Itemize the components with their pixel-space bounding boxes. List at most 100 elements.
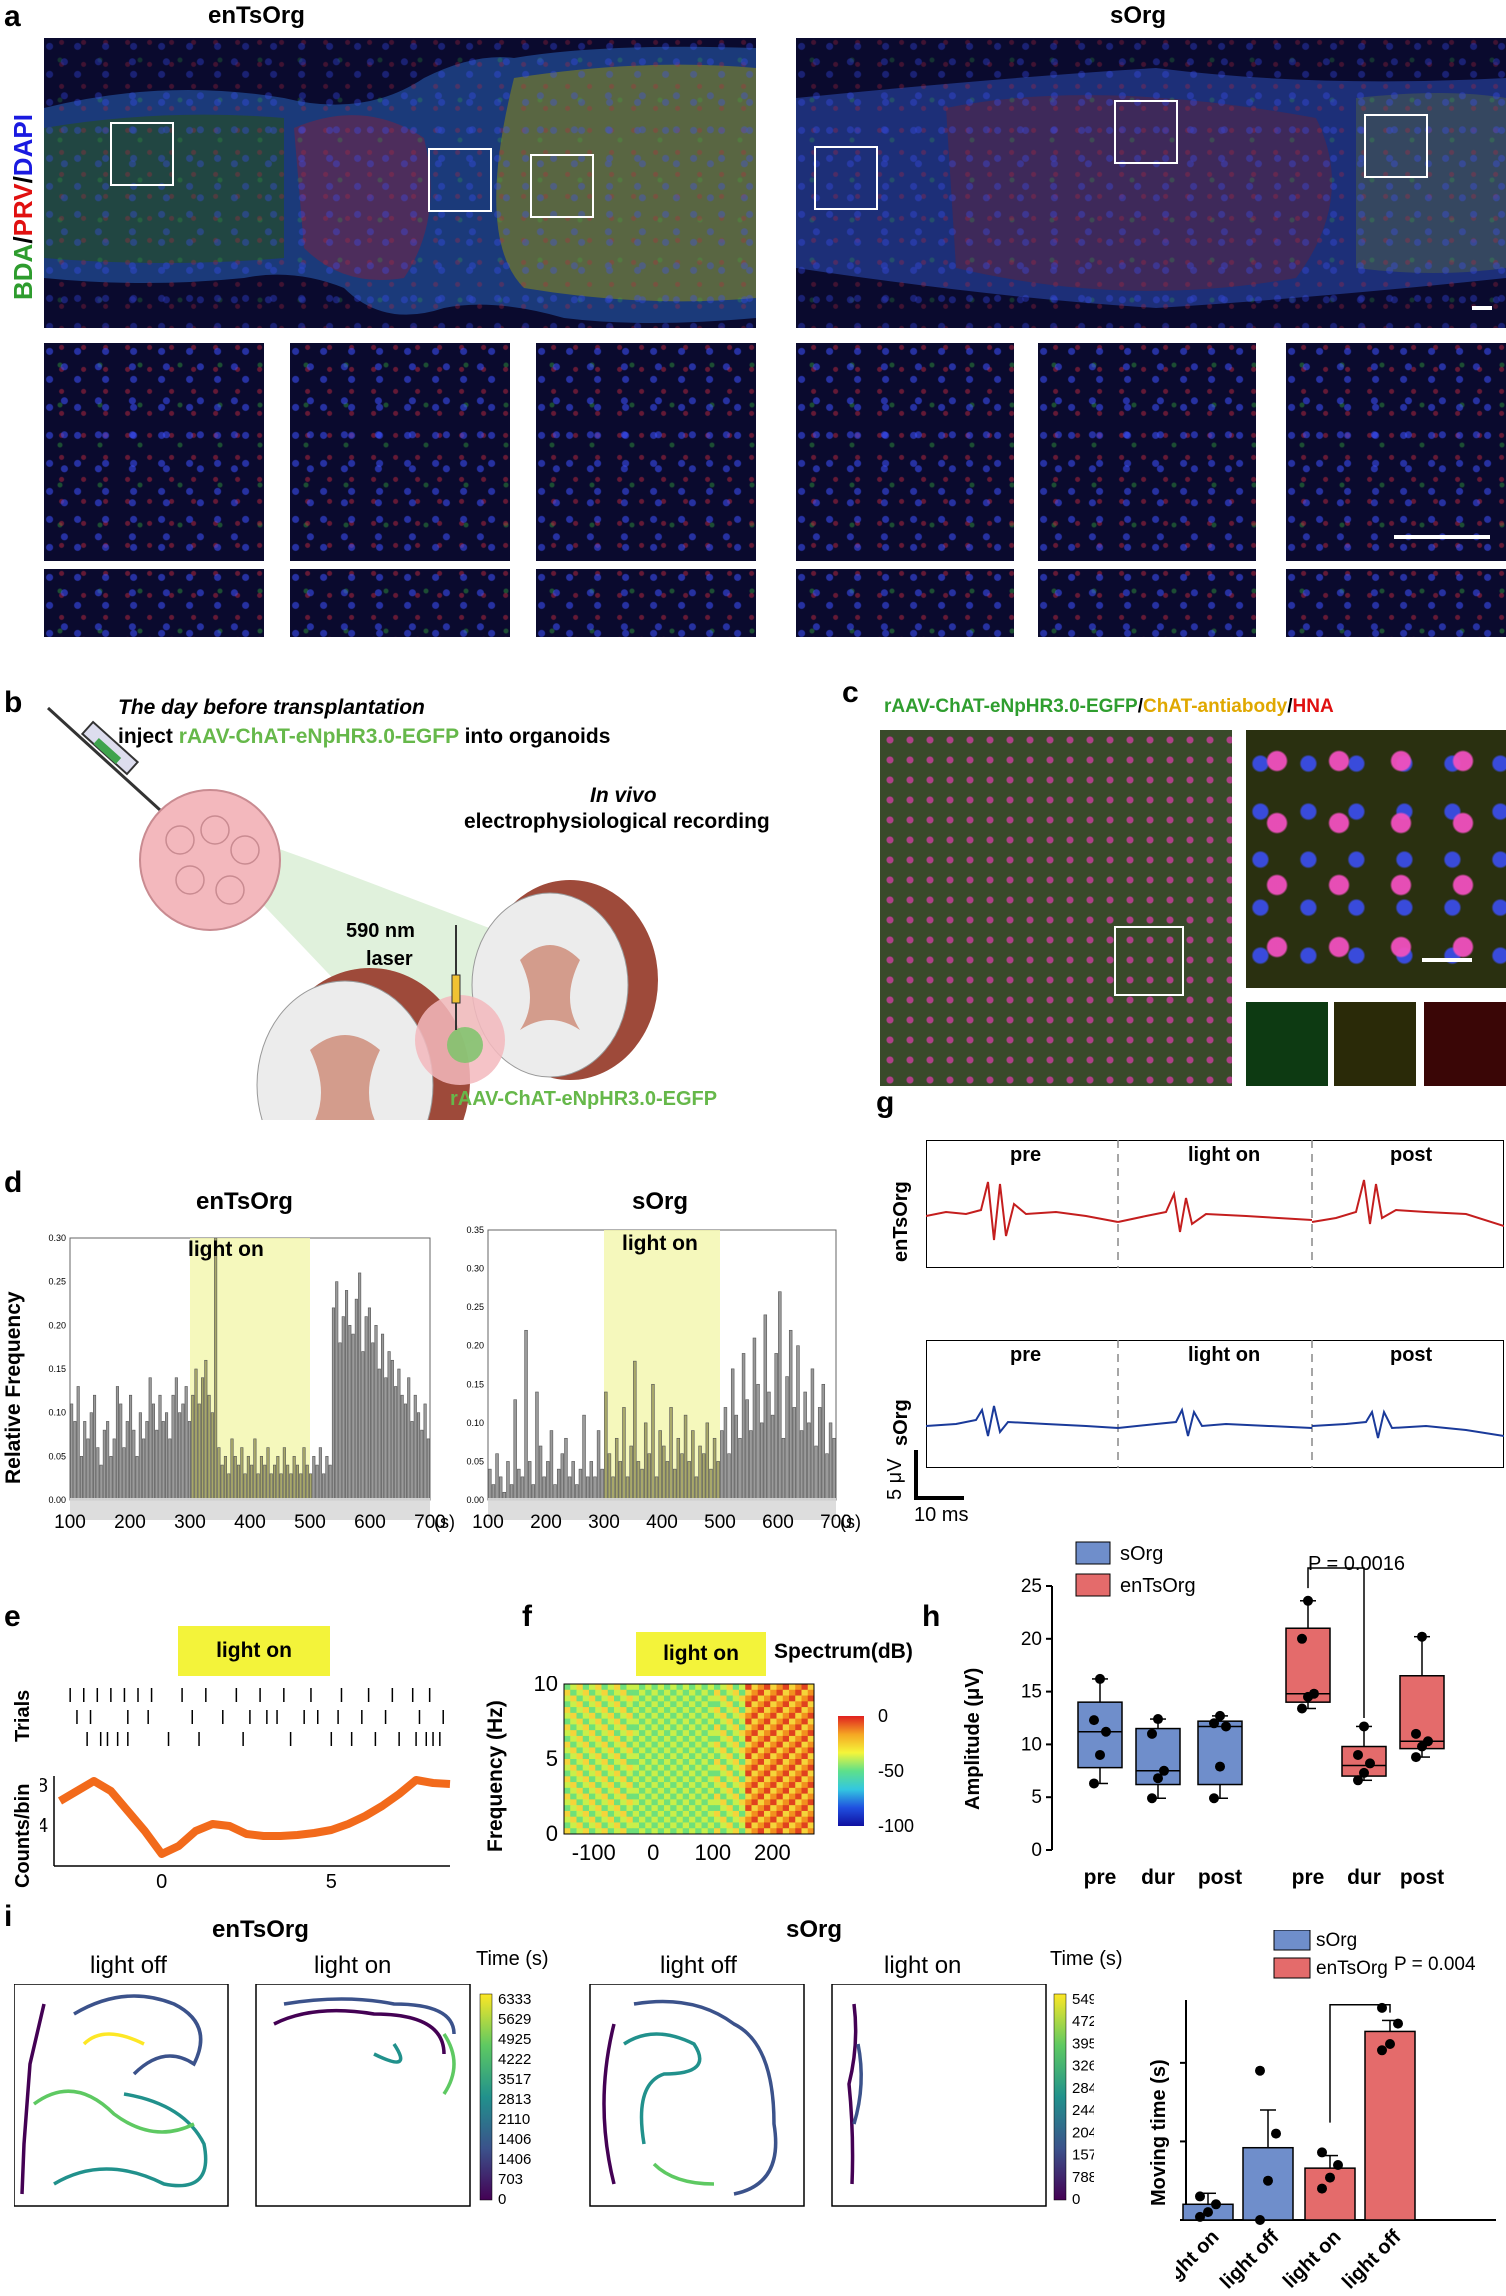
heat-cell [657,1776,665,1783]
heat-cell [795,1730,802,1737]
heat-cell [670,1776,677,1783]
stain-2: ChAT-antiabody [1143,696,1288,717]
heat-cell [595,1782,602,1789]
trajectory [53,2092,208,2188]
heat-cell [695,1724,702,1731]
heat-cell [614,1747,621,1754]
histogram-bar [488,1468,492,1501]
heat-cell [582,1718,590,1725]
heat-cell [657,1828,665,1835]
heat-cell [714,1776,721,1783]
scale-bar [1422,958,1472,962]
heat-cell [745,1828,752,1835]
heat-cell [757,1730,765,1737]
y-tick-label: 5 [546,1746,558,1771]
light-off-label: light off [660,1952,737,1979]
histogram-bar [745,1399,749,1501]
histogram-bar [633,1360,637,1501]
heat-cell [739,1707,746,1714]
histogram-bar [767,1391,771,1501]
heat-cell [570,1753,577,1760]
heat-cell [564,1684,571,1691]
histogram-bar [491,1484,496,1501]
heat-cell [770,1753,777,1760]
heat-cell [732,1747,740,1754]
heat-cell [682,1707,690,1714]
legend-label: enTsOrg [1120,1575,1196,1597]
heat-cell [639,1799,646,1806]
track-plots: 6333562949254222351728132110140614067030… [14,1984,1094,2208]
heat-cell [682,1695,690,1702]
heat-cell [801,1724,809,1731]
heat-cell [707,1684,715,1691]
heat-cell [595,1707,602,1714]
heat-cell [676,1741,684,1748]
heat-cell [732,1741,740,1748]
panel-d-title-entsorg: enTsOrg [196,1188,293,1215]
roi-box [110,122,174,186]
heat-cell [695,1782,702,1789]
x-tick-label: pre [1292,1866,1325,1889]
heat-cell [564,1793,571,1800]
data-point [1271,2128,1281,2139]
heat-cell [582,1810,590,1818]
heat-cell [739,1695,746,1702]
heat-cell [651,1695,659,1702]
heat-cell [726,1718,734,1725]
histogram-bar [194,1368,198,1501]
heat-cell [582,1730,590,1737]
y-tick-label: 0.10 [48,1408,66,1418]
panel-e-label: e [4,1600,21,1633]
heat-cell [801,1741,809,1748]
heat-cell [595,1822,602,1829]
scale-bar [1472,306,1492,310]
heat-cell [664,1741,671,1748]
heat-cell [695,1810,702,1818]
heat-cell [751,1735,759,1743]
data-point [1309,1688,1319,1699]
heat-cell [614,1770,621,1777]
heat-cell [639,1782,646,1789]
heat-cell [657,1701,665,1708]
heat-cell [782,1747,790,1754]
heat-cell [564,1787,571,1795]
heat-cell [701,1718,709,1725]
heat-cell [582,1793,590,1800]
heat-cell [745,1759,752,1766]
histogram-bar [752,1337,757,1501]
heat-cell [770,1787,777,1795]
heat-cell [607,1782,615,1789]
data-point [1095,1673,1105,1684]
light-off-label: light off [90,1952,167,1979]
heat-cell [670,1712,677,1720]
bda-label: BDA [8,243,38,300]
heat-cell [595,1776,602,1783]
heat-cell [639,1730,646,1737]
heat-cell [732,1822,740,1829]
panel-h-ylabel: Amplitude (μV) [960,1584,990,1824]
histogram-bar [246,1456,250,1501]
heat-cell [707,1782,715,1789]
heat-cell [651,1707,659,1714]
panel-i-label: i [4,1900,13,1933]
heat-cell [570,1724,577,1731]
heat-cell [751,1764,759,1772]
heat-cell [595,1753,602,1760]
heat-cell [645,1689,652,1697]
heat-cell [689,1712,696,1720]
heat-cell [776,1822,784,1829]
heat-cell [801,1689,809,1697]
heat-cell [639,1759,646,1766]
heat-cell [670,1770,677,1777]
histogram-bar [276,1456,280,1501]
heat-cell [682,1787,690,1795]
heat-cell [564,1718,571,1725]
significance-bracket [1329,2003,1391,2123]
heat-cell [645,1712,652,1720]
heat-cell [801,1822,809,1829]
data-point [1385,2039,1395,2049]
heat-cell [607,1759,615,1766]
scale-bar-h [914,1496,964,1500]
heat-cell [620,1741,627,1748]
